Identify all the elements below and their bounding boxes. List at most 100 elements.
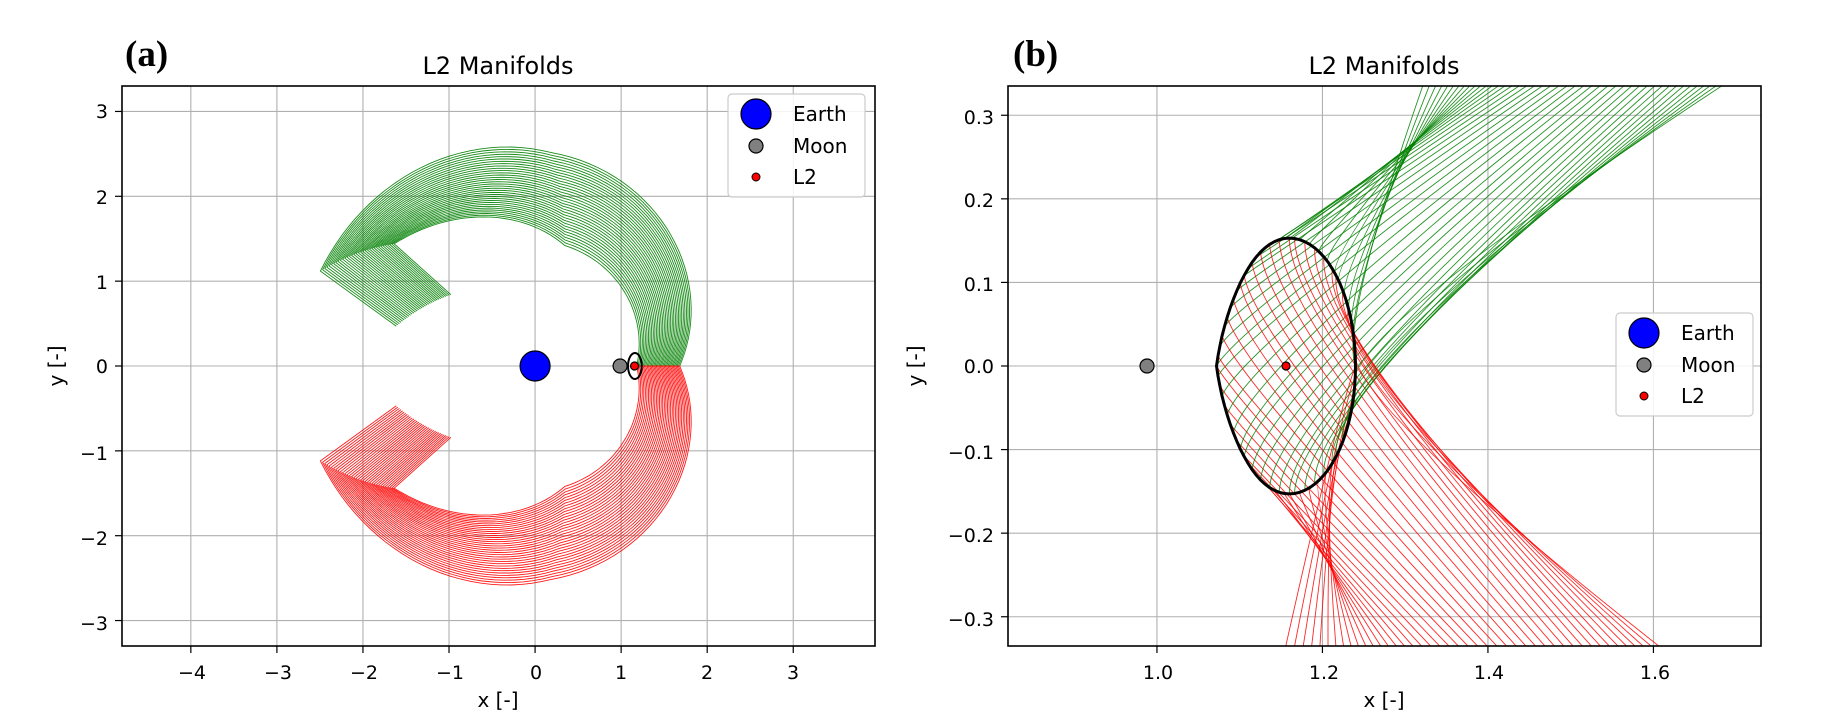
manifold-trajectory-red — [1224, 405, 1450, 646]
x-tick-label: 2 — [701, 662, 713, 684]
x-tick-label: 1 — [615, 662, 627, 684]
manifold-trajectory-green — [326, 153, 687, 367]
manifold-trajectory-green — [364, 191, 661, 367]
manifold-trajectory-green — [1255, 86, 1513, 258]
manifold-trajectory-red — [1335, 275, 1628, 646]
panel-b-halo-orbit — [1214, 236, 1358, 496]
manifold-trajectory-green — [380, 205, 650, 367]
manifold-trajectory-green — [333, 160, 683, 367]
manifold-trajectory-green — [1251, 86, 1625, 470]
manifold-trajectory-red — [1217, 355, 1479, 646]
panel-b-x-axis-label: x [-] — [1363, 688, 1404, 712]
manifold-trajectory-green — [1299, 86, 1482, 241]
manifold-trajectory-red — [1232, 299, 1508, 646]
manifold-trajectory-green — [382, 207, 648, 367]
manifold-trajectory-green — [1236, 86, 1536, 292]
panel-a-legend: Earth Moon L2 — [727, 93, 866, 198]
panel-a: (a) L2 Manifolds −4 −3 −2 −1 0 1 2 3 −3 … — [44, 34, 876, 712]
manifold-trajectory-red — [1226, 316, 1498, 646]
manifold-trajectory-green — [1224, 86, 1552, 327]
manifold-trajectory-green — [1314, 86, 1678, 485]
manifold-trajectory-green — [375, 201, 653, 367]
manifold-trajectory-green — [344, 172, 675, 367]
manifold-trajectory-red — [341, 365, 676, 562]
manifold-trajectory-green — [1247, 86, 1520, 270]
manifold-trajectory-red — [335, 365, 681, 569]
manifold-trajectory-green — [368, 196, 657, 367]
manifold-trajectory-green — [337, 165, 680, 367]
manifold-trajectory-red — [324, 365, 689, 581]
moon-marker — [612, 358, 628, 374]
manifold-trajectory-green — [371, 198, 656, 367]
legend-marker-moon — [748, 138, 764, 154]
manifold-trajectory-red — [371, 365, 656, 534]
manifold-trajectory-green — [1269, 86, 1641, 488]
panel-a-y-axis-label: y [-] — [44, 345, 68, 386]
manifold-trajectory-red — [377, 365, 651, 529]
earth-marker — [519, 350, 551, 382]
panel-b-legend: Earth Moon L2 — [1615, 312, 1754, 417]
legend-marker-earth — [1628, 317, 1660, 349]
manifold-trajectory-red — [1269, 244, 1555, 646]
manifold-trajectory-red — [333, 365, 683, 572]
manifold-trajectory-red — [366, 365, 659, 538]
manifold-trajectory-red — [1294, 375, 1356, 646]
manifold-trajectory-green — [1243, 86, 1617, 457]
manifold-trajectory-red — [330, 365, 684, 574]
manifold-trajectory-green — [348, 176, 672, 367]
manifold-trajectory-green — [353, 181, 668, 367]
manifold-trajectory-red — [344, 365, 675, 560]
panel-b-y-axis-label: y [-] — [903, 345, 927, 386]
manifold-trajectory-red — [1239, 282, 1517, 646]
manifold-trajectory-green — [1304, 86, 1671, 491]
y-tick-label: 0.1 — [964, 274, 994, 296]
x-tick-label: −1 — [436, 662, 464, 684]
manifold-trajectory-green — [373, 200, 654, 367]
manifold-trajectory-green — [377, 203, 651, 367]
manifold-trajectory-green — [1318, 86, 1471, 253]
manifold-trajectory-green — [1338, 86, 1454, 284]
y-tick-label: −0.1 — [948, 442, 994, 464]
panel-b-y-ticks: −0.3 −0.2 −0.1 0.0 0.1 0.2 0.3 — [948, 107, 994, 631]
manifold-trajectory-green — [1243, 86, 1528, 276]
manifold-trajectory-green — [1288, 86, 1656, 494]
manifold-trajectory-green — [1327, 86, 1465, 263]
manifold-trajectory-red — [1251, 262, 1536, 646]
manifold-trajectory-red — [1278, 239, 1565, 646]
manifold-trajectory-red — [1229, 423, 1441, 646]
manifold-trajectory-green — [357, 185, 665, 367]
manifold-trajectory-red — [346, 365, 673, 558]
manifold-trajectory-red — [359, 365, 664, 545]
x-tick-label: 1.4 — [1474, 662, 1504, 684]
legend-label-earth: Earth — [793, 102, 847, 126]
panel-a-bodies — [519, 350, 640, 382]
manifold-trajectory-green — [350, 179, 670, 367]
manifold-trajectory-red — [1243, 275, 1527, 646]
manifold-trajectory-red — [326, 365, 687, 579]
manifold-trajectory-red — [362, 365, 662, 543]
manifold-trajectory-green — [366, 194, 659, 367]
manifold-trajectory-red — [319, 365, 692, 586]
panel-b-bodies — [1139, 358, 1291, 374]
manifold-trajectory-green — [1335, 86, 1698, 457]
manifold-trajectory-green — [355, 183, 667, 367]
manifold-trajectory-green — [1309, 86, 1476, 245]
manifold-trajectory-red — [389, 365, 643, 519]
manifold-trajectory-red — [393, 365, 640, 516]
legend-label-moon: Moon — [793, 134, 847, 158]
x-tick-label: 1.2 — [1309, 662, 1339, 684]
panel-b-title: L2 Manifolds — [1308, 52, 1459, 80]
manifold-trajectory-red — [1311, 414, 1351, 646]
manifold-trajectory-green — [1351, 86, 1717, 406]
manifold-trajectory-red — [1221, 335, 1488, 646]
manifold-trajectory-green — [346, 174, 673, 367]
y-tick-label: 3 — [96, 101, 108, 123]
manifold-trajectory-red — [1304, 241, 1593, 646]
x-tick-label: 1.0 — [1143, 662, 1173, 684]
manifold-trajectory-green — [319, 146, 692, 367]
manifold-trajectory-red — [1347, 307, 1644, 646]
panel-b-axes-frame — [1007, 85, 1762, 647]
y-tick-label: −0.3 — [948, 609, 994, 631]
manifold-trajectory-red — [364, 365, 661, 541]
